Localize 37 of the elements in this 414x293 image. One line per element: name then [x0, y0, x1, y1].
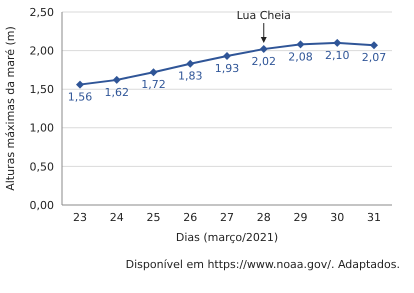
data-label: 1,93 [214, 62, 240, 76]
y-tick-label: 1,50 [30, 83, 54, 96]
x-tick-label: 27 [220, 210, 234, 224]
point [333, 38, 342, 47]
data-label: 2,10 [325, 48, 350, 62]
x-axis-title: Dias (março/2021) [176, 231, 278, 244]
x-tick-label: 25 [146, 210, 160, 224]
data-label: 1,72 [141, 78, 166, 92]
text: Disponível em https://www.noaa.gov/. Adaptados. [126, 258, 400, 271]
y-tick-label: 0,50 [30, 160, 54, 174]
x-tick-label: 26 [183, 210, 198, 224]
point [112, 76, 121, 84]
point [186, 60, 194, 68]
y-tick-label: 0,00 [30, 198, 54, 212]
point [260, 45, 268, 54]
data-label: 2,02 [252, 55, 276, 68]
y-tick-label: 2,00 [30, 44, 54, 58]
point [296, 40, 304, 48]
x-tick-label: 23 [73, 210, 87, 224]
data-label: 2,07 [362, 51, 386, 64]
point [223, 52, 231, 60]
data-label: 1,56 [68, 90, 92, 104]
y-tick-label: 2,50 [30, 6, 54, 19]
point [370, 41, 378, 50]
point [76, 80, 84, 89]
x-tick-label: 31 [367, 210, 381, 224]
x-tick-label: 24 [110, 210, 124, 224]
x-tick-label: 28 [256, 210, 271, 224]
data-label: 1,83 [178, 70, 202, 83]
x-tick-label: 30 [330, 210, 344, 224]
data-label: 1,62 [104, 86, 129, 99]
y-axis-title: Alturas máximas da maré (m) [4, 26, 17, 191]
annotation: Lua Cheia [236, 9, 291, 22]
point [150, 68, 158, 76]
x-tick-label: 29 [294, 210, 308, 224]
data-label: 2,08 [288, 50, 313, 64]
y-tick-label: 1,00 [30, 122, 54, 135]
